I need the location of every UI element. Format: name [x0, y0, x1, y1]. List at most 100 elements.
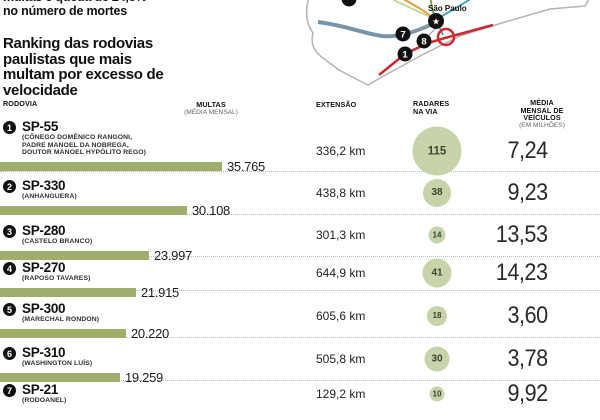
- media-veiculos-value: 13,53: [496, 221, 548, 248]
- col-header-rodovia: RODOVIA: [3, 99, 38, 108]
- col-header-media-l1: MÉDIA: [530, 98, 554, 107]
- radares-value: 30: [431, 353, 443, 364]
- intro-line: no número de mortes: [3, 3, 127, 18]
- extensao-value: 336,2 km: [316, 144, 366, 159]
- col-header-radares-l2: NA VIA: [413, 106, 438, 116]
- radares-circle: 115: [412, 126, 462, 176]
- table-row: 3 SP-280 (CASTELO BRANCO) 23.997 301,3 k…: [0, 214, 600, 263]
- col-header-multas: MULTAS (MÉDIA MENSAL): [166, 101, 256, 116]
- multas-value: 21.915: [141, 284, 179, 300]
- multas-bar: [0, 328, 126, 338]
- highway-name: (ANHANGUERA): [22, 193, 77, 200]
- multas-value: 20.220: [131, 325, 169, 341]
- map-marker-1: [397, 46, 413, 62]
- highway-name: PADRE MANOEL DA NOBREGA,: [22, 141, 129, 149]
- state-outline: [305, 0, 590, 86]
- table-row: 1 SP-55 (CÔNEGO DOMÊNICO RANGONI, PADRE …: [0, 114, 600, 176]
- highway-code: SP-310: [22, 345, 66, 360]
- col-header-multas-main: MULTAS: [196, 100, 226, 109]
- radares-circle: 38: [423, 178, 451, 207]
- highway-name: (MARECHAL RONDON): [22, 316, 100, 323]
- col-header-multas-sub: (MÉDIA MENSAL): [184, 108, 238, 116]
- multas-value: 23.997: [154, 247, 192, 263]
- radares-value: 18: [432, 311, 442, 321]
- highway-name: (WASHINGTON LUÍS): [22, 360, 93, 367]
- highway-code: SP-55: [22, 119, 59, 134]
- marker-leader-line: [409, 24, 431, 34]
- col-header-media-l2: MENSAL DE: [520, 105, 564, 115]
- table-row: 7 SP-21 (RODOANEL) 129,2 km 10 9,92: [0, 380, 600, 420]
- highway-name: (RAPOSO TAVARES): [22, 275, 91, 282]
- multas-value: 35.765: [227, 158, 265, 174]
- multas-bar: [0, 250, 149, 260]
- radares-circle: 18: [427, 305, 447, 326]
- radares-circle: 41: [422, 258, 452, 288]
- radares-value: 41: [431, 267, 443, 279]
- star-icon: ★: [432, 17, 440, 27]
- radares-value: 10: [432, 389, 442, 399]
- multas-value: 19.259: [125, 369, 163, 385]
- media-veiculos-value: 7,24: [507, 137, 549, 165]
- multas-bar: [0, 372, 120, 382]
- rank-badge: 4: [3, 262, 16, 275]
- rodoanel-ring-red: [436, 27, 456, 47]
- radares-value: 14: [432, 230, 442, 240]
- rank-badge: 5: [3, 303, 16, 316]
- media-veiculos-value: 9,92: [507, 380, 549, 407]
- table-row: 5 SP-300 (MARECHAL RONDON) 20.220 605,6 …: [0, 290, 600, 341]
- extensao-value: 505,8 km: [316, 351, 366, 366]
- col-header-media: MÉDIA MENSAL DE VEÍCULOS (EM MILHÕES): [487, 99, 597, 129]
- col-header-radares-l1: RADARES: [413, 99, 450, 108]
- col-header-extensao: EXTENSÃO: [316, 100, 357, 109]
- map-marker-7: [395, 26, 411, 42]
- map-marker-7-label: 7: [400, 30, 405, 41]
- capital-star-marker: [428, 13, 444, 29]
- media-veiculos-value: 3,60: [507, 301, 549, 329]
- table-row: 6 SP-310 (WASHINGTON LUÍS) 19.259 505,8 …: [0, 337, 600, 385]
- col-header-media-l3: VEÍCULOS: [523, 113, 561, 123]
- extensao-value: 644,9 km: [316, 266, 366, 280]
- extensao-value: 438,8 km: [316, 185, 366, 200]
- map-marker-1-label: 1: [402, 50, 408, 61]
- radares-circle: 14: [428, 226, 446, 244]
- table-row: 2 SP-330 (ANHANGUERA) 30.108 438,8 km 38…: [0, 171, 600, 218]
- highway-name: DOUTOR MANOEL HYPÓLITO REGO): [22, 149, 147, 157]
- multas-bar: [0, 205, 187, 215]
- highway-code: SP-270: [22, 260, 66, 275]
- rank-badge: 2: [3, 180, 16, 193]
- map-marker-clipped: [341, 0, 357, 7]
- multas-bar: [0, 287, 136, 297]
- media-veiculos-value: 9,23: [507, 178, 549, 206]
- map-marker-8: [416, 33, 432, 49]
- radares-value: 38: [431, 187, 443, 198]
- radares-circle: 10: [429, 386, 445, 402]
- intro-text: multas e queda de 24,8% no número de mor…: [3, 0, 223, 24]
- extensao-value: 129,2 km: [316, 387, 366, 401]
- rank-badge: 1: [3, 121, 16, 134]
- col-header-media-l4: (EM MILHÕES): [519, 121, 565, 129]
- highway-code: SP-300: [22, 301, 66, 316]
- table-row: 4 SP-270 (RAPOSO TAVARES) 21.915 644,9 k…: [0, 256, 600, 300]
- intro-line-clipped: multas e queda de 24,8%: [3, 0, 223, 5]
- page-title: Ranking das rodovias paulistas que mais …: [3, 35, 164, 99]
- radares-circle: 30: [424, 346, 450, 371]
- multas-value: 30.108: [192, 202, 230, 218]
- extensao-value: 605,6 km: [316, 308, 366, 323]
- city-label: São Paulo: [428, 4, 467, 13]
- highway-name: (CÔNEGO DOMÊNICO RANGONI,: [22, 134, 133, 141]
- highway-code: SP-280: [22, 223, 66, 238]
- highway-code: SP-330: [22, 178, 66, 193]
- highway-code: SP-21: [22, 382, 59, 397]
- rank-badge: 6: [3, 347, 16, 360]
- media-veiculos-value: 3,78: [507, 344, 549, 372]
- map-marker-8-label: 8: [421, 37, 426, 48]
- rank-badge: 3: [3, 225, 16, 238]
- media-veiculos-value: 14,23: [496, 259, 548, 286]
- radares-value: 115: [427, 145, 447, 158]
- extensao-value: 301,3 km: [316, 228, 366, 242]
- highway-name: (CASTELO BRANCO): [22, 238, 93, 245]
- col-header-radares: RADARES NA VIA: [413, 100, 449, 115]
- sao-paulo-map: ★ São Paulo 7 8 1: [300, 0, 600, 100]
- rank-badge: 7: [3, 384, 16, 397]
- multas-bar: [0, 161, 222, 171]
